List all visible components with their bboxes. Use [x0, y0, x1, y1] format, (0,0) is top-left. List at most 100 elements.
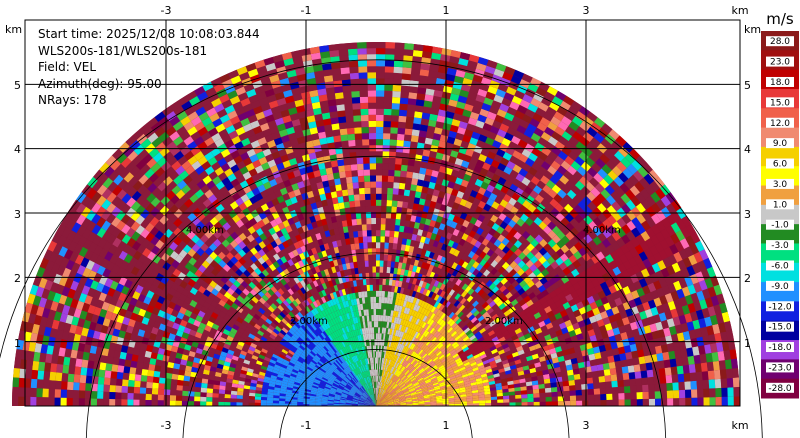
velocity-cell [242, 171, 252, 181]
velocity-cell [389, 328, 393, 335]
velocity-cell [653, 297, 662, 307]
velocity-cell [403, 391, 410, 395]
velocity-cell [391, 109, 400, 116]
velocity-cell [551, 387, 558, 393]
velocity-cell [325, 261, 331, 269]
velocity-cell [292, 228, 300, 237]
velocity-cell [430, 285, 437, 293]
velocity-cell [246, 88, 257, 98]
velocity-cell [544, 383, 551, 389]
velocity-cell [407, 302, 413, 309]
velocity-cell [260, 77, 271, 86]
velocity-cell [570, 185, 581, 195]
velocity-cell [542, 329, 550, 337]
velocity-cell [364, 254, 369, 261]
velocity-cell [428, 291, 434, 298]
velocity-cell [602, 316, 611, 325]
velocity-cell [440, 312, 447, 320]
velocity-cell [580, 284, 590, 294]
velocity-cell [565, 364, 573, 371]
velocity-cell [378, 395, 382, 401]
velocity-cell [588, 230, 598, 240]
velocity-cell [242, 207, 251, 216]
velocity-cell [366, 230, 372, 237]
velocity-cell [371, 394, 374, 401]
velocity-cell [349, 262, 355, 269]
velocity-cell [382, 321, 385, 328]
velocity-cell [467, 195, 476, 204]
velocity-cell [398, 115, 407, 123]
velocity-cell [388, 359, 391, 366]
velocity-cell [573, 345, 582, 353]
velocity-cell [240, 193, 250, 203]
velocity-cell [665, 225, 676, 237]
velocity-cell [598, 375, 606, 383]
velocity-cell [331, 318, 337, 325]
velocity-cell [417, 395, 424, 399]
velocity-cell [367, 78, 376, 85]
velocity-cell [421, 373, 428, 378]
velocity-cell [625, 351, 633, 360]
velocity-cell [308, 228, 316, 237]
velocity-cell [437, 66, 448, 74]
velocity-cell [323, 186, 331, 194]
velocity-cell [299, 205, 308, 214]
velocity-cell [664, 310, 673, 320]
velocity-cell [372, 333, 375, 340]
velocity-cell [592, 346, 601, 354]
velocity-cell [469, 359, 476, 365]
velocity-cell [379, 395, 383, 401]
velocity-cell [287, 190, 296, 199]
velocity-cell [474, 240, 482, 249]
velocity-cell [357, 304, 361, 311]
velocity-cell [293, 276, 300, 284]
velocity-cell [340, 183, 348, 191]
velocity-cell [433, 89, 443, 98]
velocity-cell [657, 360, 665, 369]
velocity-cell [575, 314, 584, 323]
velocity-cell [484, 394, 491, 398]
velocity-cell [617, 263, 627, 273]
velocity-cell [228, 187, 238, 196]
velocity-cell [348, 145, 356, 153]
velocity-cell [497, 83, 509, 93]
velocity-cell [571, 116, 583, 127]
velocity-cell [413, 304, 418, 311]
velocity-cell [404, 128, 413, 136]
velocity-cell [384, 236, 390, 243]
velocity-cell [462, 109, 472, 118]
velocity-cell [429, 394, 436, 398]
velocity-cell [382, 358, 385, 365]
velocity-cell [361, 346, 365, 353]
velocity-cell [514, 187, 524, 196]
velocity-cell [385, 385, 390, 391]
velocity-cell [291, 87, 301, 96]
velocity-cell [348, 358, 353, 364]
velocity-cell [521, 328, 530, 336]
velocity-cell [629, 185, 640, 196]
velocity-cell [463, 292, 471, 300]
velocity-cell [718, 322, 727, 333]
velocity-cell [531, 307, 539, 315]
velocity-cell [479, 298, 486, 306]
velocity-cell [337, 159, 345, 167]
velocity-cell [383, 364, 386, 371]
velocity-cell [197, 126, 208, 137]
velocity-cell [489, 333, 497, 340]
velocity-cell [281, 83, 292, 92]
velocity-cell [397, 127, 406, 135]
velocity-cell [386, 321, 390, 329]
velocity-cell [526, 299, 534, 307]
velocity-cell [633, 170, 644, 182]
velocity-cell [334, 265, 340, 273]
velocity-cell [297, 213, 305, 221]
velocity-cell [466, 320, 473, 328]
velocity-cell [512, 178, 522, 188]
velocity-cell [375, 387, 376, 394]
velocity-cell [374, 400, 376, 406]
velocity-cell [363, 365, 367, 372]
velocity-cell [513, 383, 521, 388]
velocity-cell [434, 83, 445, 92]
velocity-cell [448, 226, 455, 235]
velocity-cell [691, 389, 698, 398]
